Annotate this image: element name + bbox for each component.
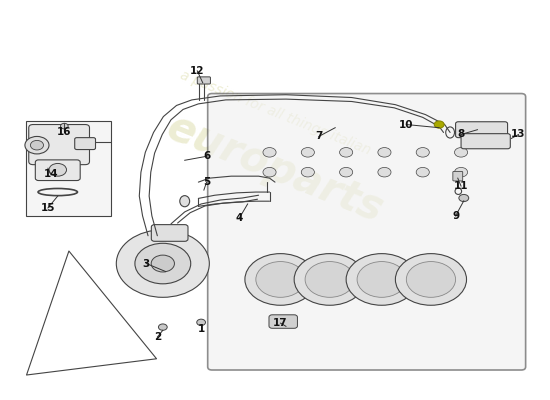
Text: 10: 10 bbox=[399, 120, 414, 130]
Circle shape bbox=[378, 168, 391, 177]
FancyBboxPatch shape bbox=[151, 225, 188, 241]
Circle shape bbox=[263, 168, 276, 177]
FancyBboxPatch shape bbox=[208, 94, 526, 370]
Circle shape bbox=[158, 324, 167, 330]
Text: 16: 16 bbox=[57, 128, 72, 138]
Circle shape bbox=[263, 148, 276, 157]
Circle shape bbox=[357, 262, 406, 297]
Circle shape bbox=[116, 230, 210, 297]
FancyBboxPatch shape bbox=[75, 138, 96, 150]
Circle shape bbox=[459, 194, 469, 202]
Circle shape bbox=[434, 121, 444, 128]
FancyBboxPatch shape bbox=[29, 124, 90, 165]
Text: 11: 11 bbox=[454, 181, 468, 191]
FancyBboxPatch shape bbox=[461, 134, 510, 149]
Circle shape bbox=[256, 262, 305, 297]
Circle shape bbox=[30, 140, 43, 150]
FancyBboxPatch shape bbox=[453, 171, 463, 181]
Text: 8: 8 bbox=[458, 130, 465, 140]
Text: 12: 12 bbox=[190, 66, 205, 76]
Circle shape bbox=[346, 254, 417, 305]
FancyBboxPatch shape bbox=[455, 122, 508, 138]
Circle shape bbox=[454, 168, 467, 177]
Text: 4: 4 bbox=[236, 213, 243, 223]
Text: 9: 9 bbox=[452, 211, 459, 221]
Circle shape bbox=[301, 168, 315, 177]
Text: 1: 1 bbox=[197, 324, 205, 334]
Text: 6: 6 bbox=[203, 151, 210, 161]
Circle shape bbox=[25, 136, 49, 154]
FancyBboxPatch shape bbox=[269, 315, 298, 328]
Circle shape bbox=[339, 168, 353, 177]
Circle shape bbox=[151, 255, 174, 272]
Bar bbox=[26, 120, 111, 216]
Circle shape bbox=[301, 148, 315, 157]
Circle shape bbox=[294, 254, 365, 305]
Circle shape bbox=[378, 148, 391, 157]
Text: 14: 14 bbox=[43, 169, 58, 179]
Circle shape bbox=[135, 243, 191, 284]
Text: 2: 2 bbox=[153, 332, 161, 342]
FancyBboxPatch shape bbox=[35, 160, 80, 180]
Circle shape bbox=[416, 168, 430, 177]
Ellipse shape bbox=[180, 196, 190, 207]
Text: 7: 7 bbox=[315, 132, 322, 142]
Circle shape bbox=[395, 254, 466, 305]
FancyBboxPatch shape bbox=[197, 77, 211, 84]
Text: 15: 15 bbox=[41, 203, 55, 213]
Circle shape bbox=[305, 262, 354, 297]
Circle shape bbox=[49, 164, 67, 176]
Circle shape bbox=[197, 319, 206, 326]
Circle shape bbox=[339, 148, 353, 157]
Text: 13: 13 bbox=[512, 130, 526, 140]
Text: a passion for all things italian: a passion for all things italian bbox=[178, 68, 372, 157]
Circle shape bbox=[245, 254, 316, 305]
Circle shape bbox=[60, 123, 68, 129]
Text: 5: 5 bbox=[203, 177, 210, 187]
Circle shape bbox=[406, 262, 455, 297]
Text: 17: 17 bbox=[273, 318, 288, 328]
Text: europarts: europarts bbox=[161, 106, 389, 231]
Circle shape bbox=[416, 148, 430, 157]
Text: 3: 3 bbox=[143, 258, 150, 268]
Circle shape bbox=[454, 148, 467, 157]
